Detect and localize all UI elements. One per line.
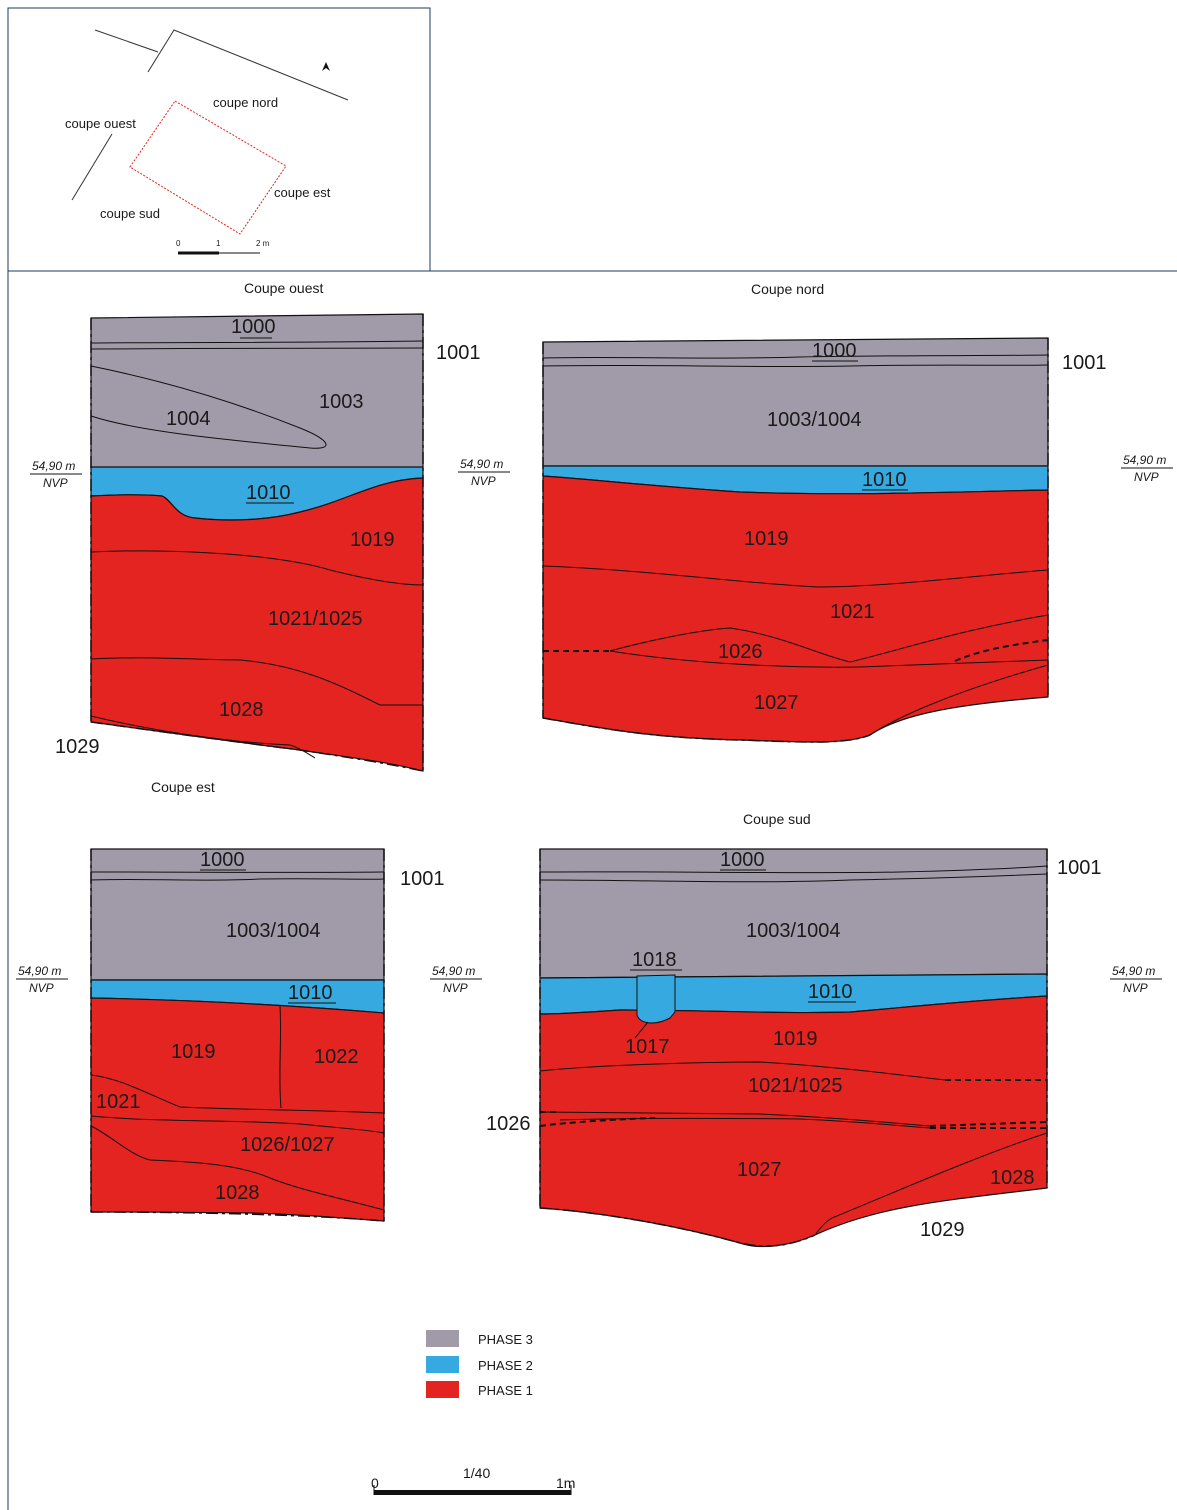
- elevation-marker-nord-right: 54,90 m NVP: [1121, 453, 1173, 484]
- unit-1021: 1021: [96, 1091, 141, 1113]
- unit-1028: 1028: [990, 1167, 1035, 1189]
- elevation-marker-ouest-left: 54,90 m NVP: [30, 459, 82, 490]
- unit-1021-1025: 1021/1025: [748, 1075, 843, 1097]
- unit-1029: 1029: [55, 736, 100, 758]
- unit-1026: 1026: [486, 1113, 531, 1135]
- svg-text:54,90 m: 54,90 m: [32, 459, 75, 473]
- north-arrow-icon: [322, 62, 330, 71]
- unit-1017: 1017: [625, 1036, 670, 1058]
- label-coupe-ouest: coupe ouest: [65, 116, 136, 131]
- unit-1021-1025: 1021/1025: [268, 608, 363, 630]
- unit-1001: 1001: [436, 342, 481, 364]
- scale-ratio: 1/40: [463, 1465, 490, 1481]
- svg-text:NVP: NVP: [1123, 981, 1148, 995]
- legend-label-phase3: PHASE 3: [478, 1332, 533, 1347]
- legend: PHASE 3 PHASE 2 PHASE 1: [426, 1330, 533, 1398]
- elevation-marker-est-left: 54,90 m NVP: [16, 964, 68, 995]
- legend-label-phase2: PHASE 2: [478, 1358, 533, 1373]
- svg-text:NVP: NVP: [43, 476, 68, 490]
- unit-1001: 1001: [1062, 352, 1107, 374]
- unit-1029: 1029: [920, 1219, 965, 1241]
- page-frame: [7, 7, 1177, 1510]
- svg-text:54,90 m: 54,90 m: [1112, 964, 1155, 978]
- section-coupe-nord: Coupe nord 1000 1001 1003/1004 1010 1019…: [542, 281, 1107, 743]
- unit-1000: 1000: [812, 340, 857, 362]
- section-coupe-est: Coupe est 1000 1001 1003/1004 1010 1019 …: [90, 779, 445, 1222]
- unit-1026-1027: 1026/1027: [240, 1134, 335, 1156]
- unit-1001: 1001: [400, 868, 445, 890]
- section-title: Coupe ouest: [244, 280, 324, 296]
- svg-text:1: 1: [216, 239, 221, 248]
- unit-1028: 1028: [219, 699, 264, 721]
- inset-scale-bar: 0 1 2 m: [176, 239, 270, 255]
- label-coupe-sud: coupe sud: [100, 206, 160, 221]
- unit-1001: 1001: [1057, 857, 1102, 879]
- unit-1010: 1010: [288, 982, 333, 1004]
- section-title: Coupe sud: [743, 811, 811, 827]
- svg-text:54,90 m: 54,90 m: [1123, 453, 1166, 467]
- phase3-fill: [539, 848, 1048, 979]
- legend-swatch-phase1: [426, 1381, 459, 1398]
- unit-1003-1004: 1003/1004: [746, 920, 841, 942]
- label-coupe-est: coupe est: [274, 185, 331, 200]
- unit-1018: 1018: [632, 949, 677, 971]
- section-coupe-ouest: Coupe ouest 1000 1001 1003 1004 1010 101…: [55, 280, 481, 772]
- elevation-marker-sud-right: 54,90 m NVP: [1110, 964, 1162, 995]
- svg-text:NVP: NVP: [471, 474, 496, 488]
- svg-text:54,90 m: 54,90 m: [18, 964, 61, 978]
- scale-label-1m: 1m: [556, 1475, 575, 1491]
- unit-1027: 1027: [754, 692, 799, 714]
- svg-text:2 m: 2 m: [256, 239, 270, 248]
- unit-1010: 1010: [808, 981, 853, 1003]
- unit-1019: 1019: [773, 1028, 818, 1050]
- elevation-marker-est-right: 54,90 m NVP: [430, 964, 482, 995]
- svg-text:54,90 m: 54,90 m: [460, 457, 503, 471]
- svg-text:0: 0: [176, 239, 181, 248]
- unit-1028: 1028: [215, 1182, 260, 1204]
- svg-text:NVP: NVP: [443, 981, 468, 995]
- unit-1010: 1010: [246, 482, 291, 504]
- unit-1019: 1019: [350, 529, 395, 551]
- unit-1026: 1026: [718, 641, 763, 663]
- excavation-outline: [129, 100, 287, 235]
- scale-label-zero: 0: [371, 1475, 379, 1491]
- unit-1000: 1000: [200, 849, 245, 871]
- unit-1004: 1004: [166, 408, 211, 430]
- label-coupe-nord: coupe nord: [213, 95, 278, 110]
- svg-text:54,90 m: 54,90 m: [432, 964, 475, 978]
- scale-bar: 0 1/40 1m: [371, 1465, 575, 1495]
- unit-1027: 1027: [737, 1159, 782, 1181]
- unit-1003-1004: 1003/1004: [767, 409, 862, 431]
- unit-1000: 1000: [231, 316, 276, 338]
- unit-1019: 1019: [171, 1041, 216, 1063]
- legend-label-phase1: PHASE 1: [478, 1383, 533, 1398]
- unit-1010: 1010: [862, 469, 907, 491]
- unit-1000: 1000: [720, 849, 765, 871]
- unit-1003: 1003: [319, 391, 364, 413]
- elevation-markers: 54,90 m NVP 54,90 m NVP 54,90 m NVP 54,9…: [16, 453, 1173, 995]
- site-plan-inset: coupe nord coupe ouest coupe est coupe s…: [65, 29, 349, 255]
- unit-1003-1004: 1003/1004: [226, 920, 321, 942]
- legend-swatch-phase2: [426, 1356, 459, 1373]
- section-coupe-sud: Coupe sud 1000 1001 1003/1004: [486, 811, 1102, 1248]
- elevation-marker-ouest-right: 54,90 m NVP: [458, 457, 510, 488]
- inset-frame: [7, 7, 431, 272]
- pit-1018: [636, 974, 676, 1024]
- section-title: Coupe est: [151, 779, 215, 795]
- legend-swatch-phase3: [426, 1330, 459, 1347]
- unit-1019: 1019: [744, 528, 789, 550]
- section-title: Coupe nord: [751, 281, 824, 297]
- unit-1022: 1022: [314, 1046, 359, 1068]
- svg-text:NVP: NVP: [29, 981, 54, 995]
- svg-text:NVP: NVP: [1134, 470, 1159, 484]
- unit-1021: 1021: [830, 601, 875, 623]
